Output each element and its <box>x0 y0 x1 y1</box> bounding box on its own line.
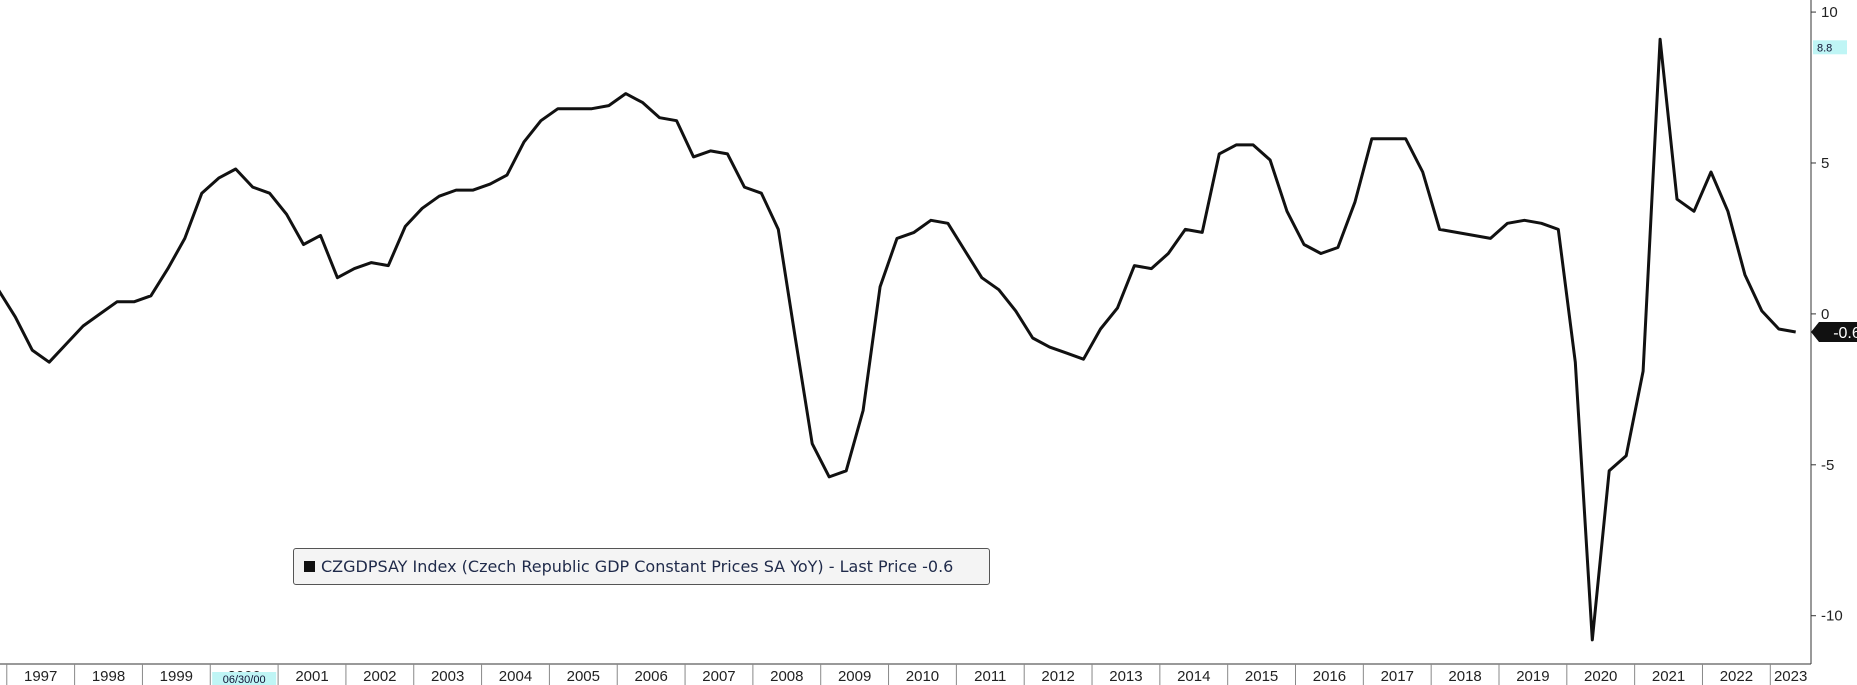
x-tick-label: 2012 <box>1041 668 1074 685</box>
y-tick-label: -5 <box>1821 457 1834 474</box>
x-tick-label: 2020 <box>1584 668 1617 685</box>
legend-label: CZGDPSAY Index (Czech Republic GDP Const… <box>321 557 954 576</box>
x-tick-label: 2001 <box>295 668 328 685</box>
x-tick-label: 2021 <box>1652 668 1685 685</box>
x-tick-label: 2022 <box>1720 668 1753 685</box>
cursor-date-badge <box>212 672 277 685</box>
x-tick-label: 2016 <box>1313 668 1346 685</box>
highlight-value-badge <box>1813 40 1847 55</box>
y-axis: 10 5 0 -5 -10 <box>1811 4 1843 625</box>
x-axis: 1997199819992000200120022003200420052006… <box>6 664 1807 685</box>
x-tick-label: 2015 <box>1245 668 1278 685</box>
x-tick-label: 2004 <box>499 668 532 685</box>
x-tick-label: 2010 <box>906 668 939 685</box>
y-tick-label: 10 <box>1821 4 1838 21</box>
plot-area <box>0 37 1796 642</box>
y-tick-label: 0 <box>1821 306 1829 323</box>
x-tick-label: 2002 <box>363 668 396 685</box>
x-tick-label: 2007 <box>702 668 735 685</box>
last-value-label: -0.6 <box>1833 325 1857 342</box>
x-tick-label: 2013 <box>1109 668 1142 685</box>
last-value-badge <box>1811 322 1857 342</box>
x-tick-label: 2009 <box>838 668 871 685</box>
cursor-date-label: 06/30/00 <box>223 674 266 685</box>
highlight-value-label: 8.8 <box>1817 42 1832 54</box>
x-tick-label: 2011 <box>974 668 1006 685</box>
x-tick-label: 2023 <box>1774 668 1807 685</box>
x-tick-label: 2005 <box>567 668 600 685</box>
y-tick-label: -10 <box>1821 608 1843 625</box>
legend: CZGDPSAY Index (Czech Republic GDP Const… <box>293 548 990 585</box>
x-tick-label: 1998 <box>92 668 125 685</box>
legend-swatch <box>304 561 315 572</box>
x-tick-label: 1997 <box>24 668 57 685</box>
y-tick-label: 5 <box>1821 155 1829 172</box>
x-tick-label: 2003 <box>431 668 464 685</box>
value-badges: -0.6 8.8 <box>1811 40 1857 342</box>
x-tick-label: 2006 <box>634 668 667 685</box>
x-tick-label: 2019 <box>1516 668 1549 685</box>
series-line <box>0 37 1796 642</box>
x-tick-label: 2008 <box>770 668 803 685</box>
x-tick-label: 2018 <box>1448 668 1481 685</box>
x-tick-label: 1999 <box>160 668 193 685</box>
x-tick-label: 2014 <box>1177 668 1210 685</box>
x-tick-label: 2017 <box>1381 668 1414 685</box>
